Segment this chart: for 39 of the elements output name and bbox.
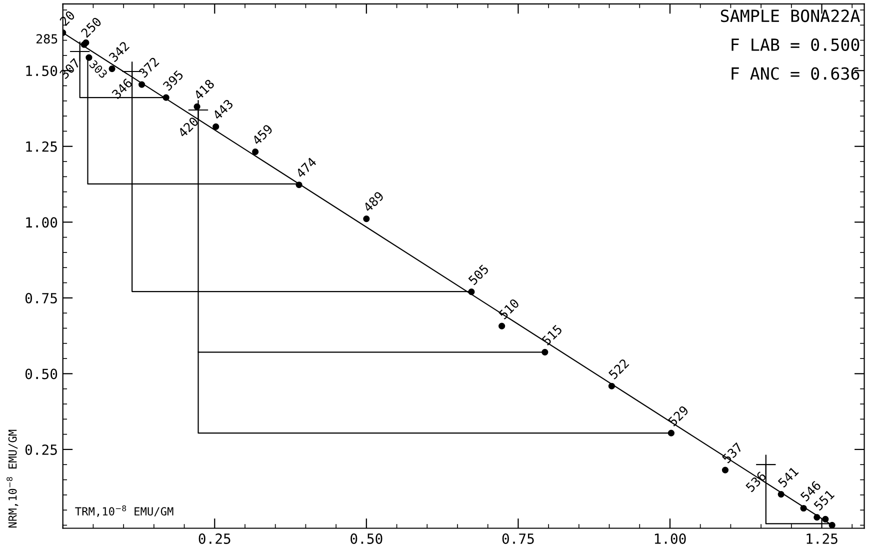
y-tick-label: 0.50 [25,368,58,380]
x-tick-label: 1.25 [806,533,838,544]
annotation: 505 [468,264,490,286]
annotation: 474 [295,156,317,178]
annotation: 342 [108,40,130,62]
y-tick-label: 1.00 [26,217,58,228]
annotation: 285 [36,34,58,44]
annotation: 420 [177,116,200,138]
chart-title: SAMPLE BONA22A [720,10,860,22]
annotation: F LAB = 0.500 [732,38,860,51]
x-tick-label: 1.00 [654,533,686,544]
annotation: 536 [745,470,767,492]
annotation: 303 [88,60,108,79]
y-tick-label: 1.50 [26,66,58,76]
annotation: 418 [193,78,215,100]
annotation: 346 [111,78,133,100]
x-tick-label: 0.50 [350,533,382,544]
y-tick-label: 1.25 [26,141,57,152]
annotation: 443 [212,98,234,120]
annotation: 459 [252,124,274,146]
annotation: 372 [138,56,160,78]
y-tick-label: 0.25 [25,444,57,455]
x-axis-title: TRM,10$^{−8}$ EMU/GM [75,505,174,517]
x-tick-label: 0.25 [198,533,230,544]
annotation: 250 [80,16,102,38]
annotation: 20 [59,10,76,26]
annotation: F ANC = 0.636 [732,67,860,80]
annotation: 395 [162,70,184,92]
annotation: 529 [668,405,690,427]
annotation: 522 [608,358,630,380]
annotation: 510 [498,298,520,320]
annotation: 307 [59,58,81,80]
annotation: 515 [541,324,563,346]
annotation: 541 [778,466,799,488]
annotation: 489 [362,190,384,212]
x-tick-label: 0.75 [502,533,534,544]
y-axis-title: NRM,10$^{−8}$ EMU/GM [6,430,18,528]
y-tick-label: 0.75 [25,292,57,304]
annotation: 537 [722,442,743,464]
